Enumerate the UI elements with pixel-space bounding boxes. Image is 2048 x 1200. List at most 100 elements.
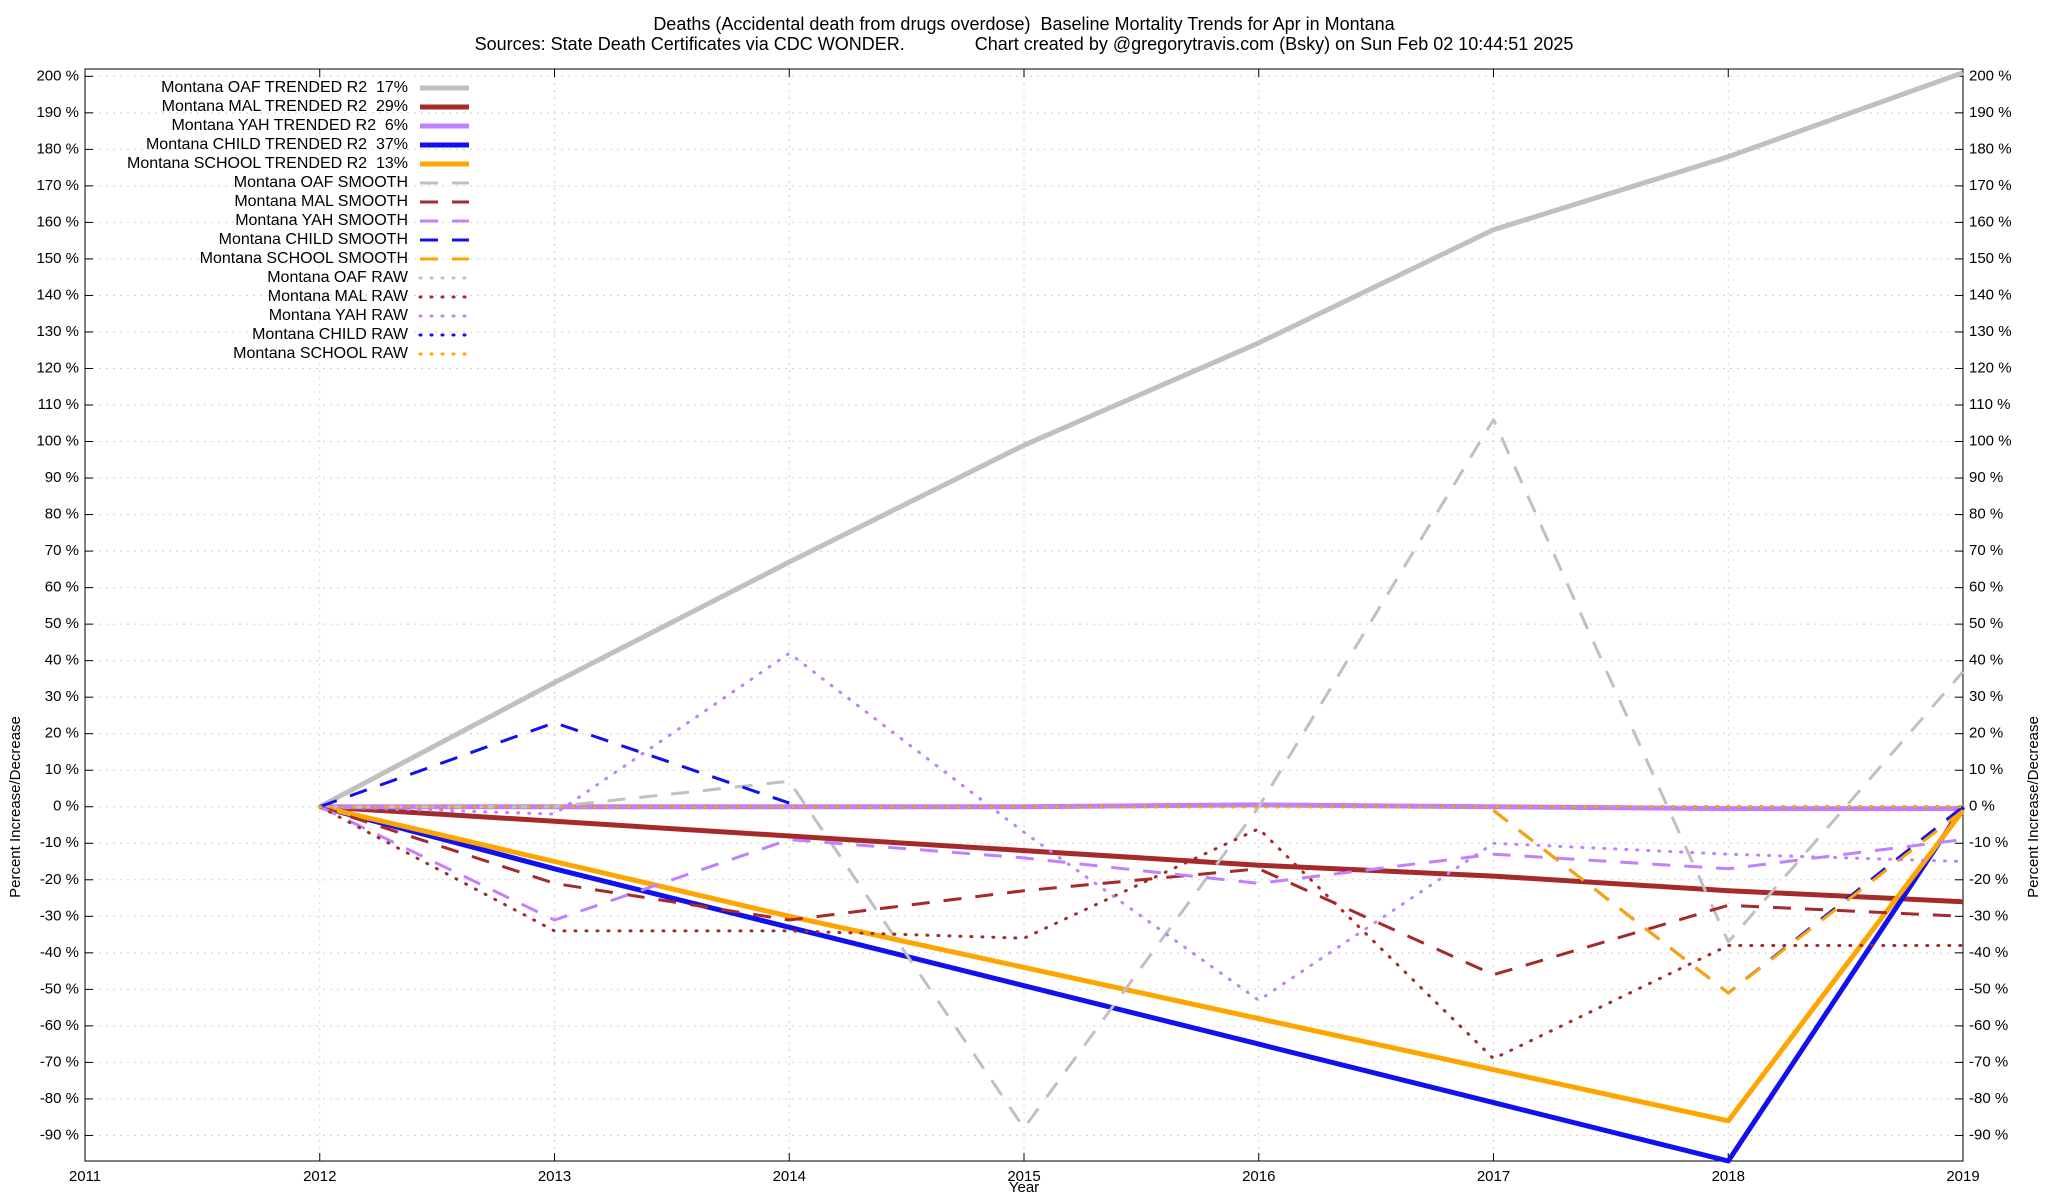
y-tick-label: 180 % [36, 140, 79, 157]
series-line [318, 70, 1964, 809]
x-tick-label: 2013 [538, 1168, 571, 1185]
y2-tick-label: 130 % [1969, 323, 2012, 340]
y-tick-label: 160 % [36, 213, 79, 230]
y-tick-label: 0 % [53, 798, 79, 815]
legend-label: Montana YAH TRENDED R2 6% [171, 117, 408, 134]
chart-title: Deaths (Accidental death from drugs over… [653, 14, 1395, 34]
y-tick-label: 150 % [36, 250, 79, 267]
legend-label: Montana YAH SMOOTH [235, 212, 408, 229]
y2-axis-label: Percent Increase/Decrease [2025, 716, 2042, 898]
y2-tick-label: -40 % [1969, 944, 2008, 961]
x-tick-label: 2018 [1712, 1168, 1745, 1185]
y2-tick-label: -90 % [1969, 1126, 2008, 1143]
x-tick-label: 2012 [303, 1168, 336, 1185]
series-line [318, 805, 1965, 1061]
y2-tick-label: -50 % [1969, 980, 2008, 997]
legend-label: Montana CHILD RAW [252, 326, 409, 343]
x-tick-label: 2011 [69, 1168, 101, 1185]
legend-label: Montana CHILD SMOOTH [219, 231, 408, 248]
x-tick-label: 2019 [1946, 1168, 1979, 1185]
series-line [319, 804, 1964, 905]
y2-tick-label: 100 % [1969, 432, 2012, 449]
y-tick-label: 130 % [36, 323, 79, 340]
legend-label: Montana MAL RAW [268, 288, 409, 305]
y-tick-label: -30 % [40, 907, 79, 924]
y2-tick-label: 80 % [1969, 506, 2003, 523]
y2-tick-label: -10 % [1969, 834, 2008, 851]
y-tick-label: -60 % [40, 1017, 79, 1034]
y-tick-label: 200 % [36, 67, 79, 84]
y-tick-label: 170 % [36, 177, 79, 194]
y2-tick-label: -70 % [1969, 1053, 2008, 1070]
y-tick-label: 90 % [45, 469, 79, 486]
x-tick-label: 2016 [1242, 1168, 1275, 1185]
legend-label: Montana OAF TRENDED R2 17% [161, 79, 408, 96]
legend-label: Montana SCHOOL SMOOTH [200, 250, 408, 267]
series-line [319, 805, 1964, 922]
series-line [319, 418, 1965, 1130]
legend-label: Montana MAL SMOOTH [234, 193, 408, 210]
series-line [1492, 809, 1964, 995]
y-axis-label: Percent Increase/Decrease [7, 716, 24, 898]
series-line [319, 805, 1964, 977]
y2-tick-label: 30 % [1969, 688, 2003, 705]
x-tick-label: 2014 [773, 1168, 806, 1185]
y2-tick-label: 200 % [1969, 67, 2012, 84]
y2-tick-label: 120 % [1969, 359, 2012, 376]
y2-tick-label: 160 % [1969, 213, 2012, 230]
y2-tick-label: 90 % [1969, 469, 2003, 486]
series-line [319, 804, 1966, 1164]
y-tick-label: 100 % [36, 432, 79, 449]
y2-tick-label: 20 % [1969, 725, 2003, 742]
y2-tick-label: 60 % [1969, 579, 2003, 596]
y-tick-label: -10 % [40, 834, 79, 851]
y-tick-label: 40 % [45, 652, 79, 669]
y-tick-label: 70 % [45, 542, 79, 559]
y-tick-label: 20 % [45, 725, 79, 742]
x-tick-label: 2017 [1477, 1168, 1510, 1185]
legend-label: Montana SCHOOL TRENDED R2 13% [127, 155, 408, 172]
y2-tick-label: -80 % [1969, 1090, 2008, 1107]
y-tick-label: 140 % [36, 286, 79, 303]
y2-tick-label: 140 % [1969, 286, 2012, 303]
y-tick-label: 120 % [36, 359, 79, 376]
y-tick-label: 110 % [38, 396, 79, 413]
legend-label: Montana MAL TRENDED R2 29% [162, 98, 408, 115]
x-tick-label: 2015 [1007, 1168, 1040, 1185]
plot-frame [84, 68, 1964, 1162]
y2-tick-label: 180 % [1969, 140, 2012, 157]
legend-label: Montana SCHOOL RAW [233, 345, 409, 362]
y-tick-label: 60 % [45, 579, 79, 596]
y-tick-label: 10 % [45, 761, 79, 778]
series-line [319, 804, 1965, 1124]
legend-label: Montana YAH RAW [269, 307, 409, 324]
y2-tick-label: -30 % [1969, 907, 2008, 924]
y-tick-label: 30 % [45, 688, 79, 705]
y2-tick-label: -60 % [1969, 1017, 2008, 1034]
y2-tick-label: 110 % [1969, 396, 2010, 413]
y2-tick-label: -20 % [1969, 871, 2008, 888]
y-tick-label: -70 % [40, 1053, 79, 1070]
y-tick-label: -20 % [40, 871, 79, 888]
chart-subtitle: Sources: State Death Certificates via CD… [475, 34, 1574, 54]
y2-tick-label: 10 % [1969, 761, 2003, 778]
x-axis-label: Year [1009, 1179, 1039, 1196]
y2-tick-label: 190 % [1969, 104, 2012, 121]
y2-tick-label: 50 % [1969, 615, 2003, 632]
y-tick-label: -80 % [40, 1090, 79, 1107]
series-line [318, 651, 1965, 1002]
legend-label: Montana OAF RAW [267, 269, 409, 286]
y2-tick-label: 40 % [1969, 652, 2003, 669]
y-tick-label: -90 % [40, 1126, 79, 1143]
y2-tick-label: 0 % [1969, 798, 1995, 815]
y-tick-label: 50 % [45, 615, 79, 632]
legend-label: Montana OAF SMOOTH [234, 174, 408, 191]
y-tick-label: -50 % [40, 980, 79, 997]
y2-tick-label: 170 % [1969, 177, 2012, 194]
y-tick-label: -40 % [40, 944, 79, 961]
y-tick-label: 80 % [45, 506, 79, 523]
y-tick-label: 190 % [36, 104, 79, 121]
y2-tick-label: 70 % [1969, 542, 2003, 559]
legend-label: Montana CHILD TRENDED R2 37% [146, 136, 408, 153]
